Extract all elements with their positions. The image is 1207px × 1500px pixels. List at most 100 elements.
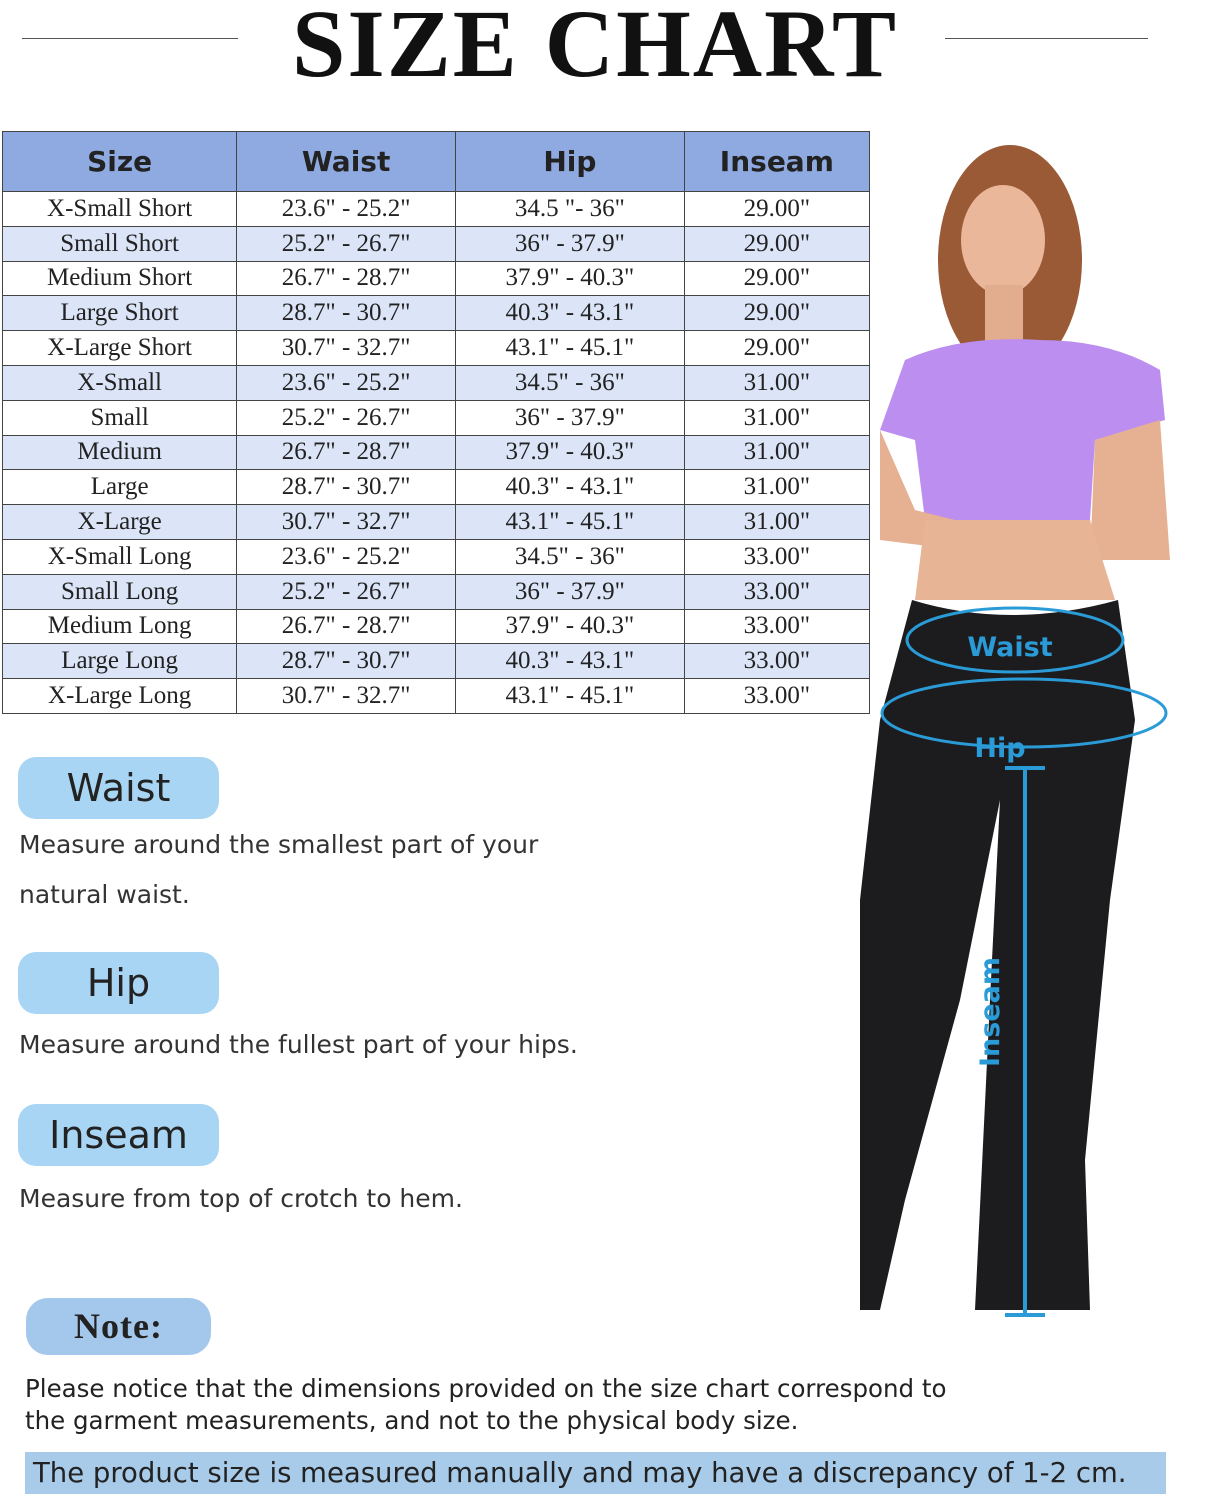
table-cell: 36" - 37.9" — [455, 399, 685, 436]
note-text: Please notice that the dimensions provid… — [25, 1374, 947, 1435]
model-figure: Waist Hip Inseam — [860, 145, 1170, 1317]
table-cell: Medium Short — [1, 260, 238, 297]
face — [961, 185, 1045, 295]
neck — [985, 285, 1023, 345]
table-cell: 29.00" — [683, 260, 871, 297]
table-cell: 40.3" - 43.1" — [455, 469, 685, 506]
table-cell: Medium Long — [1, 608, 238, 645]
table-cell: 29.00" — [683, 225, 871, 262]
table-cell: 31.00" — [683, 469, 871, 506]
section-text: Measure around the smallest part of your… — [19, 830, 539, 909]
table-row: X-Large Long 30.7" - 32.7" 43.1" - 45.1" 33… — [1, 678, 871, 714]
table-cell: 31.00" — [683, 504, 871, 540]
table-cell: 23.6" - 25.2" — [236, 191, 457, 227]
table-cell: 26.7" - 28.7" — [236, 260, 457, 297]
arm — [1090, 420, 1170, 560]
table-cell: 28.7" - 30.7" — [236, 643, 457, 680]
table-cell: Large — [1, 469, 238, 506]
table-row: Medium Long 26.7" - 28.7" 37.9" - 40.3" 33.… — [1, 608, 871, 645]
table-row: X-Small 23.6" - 25.2" 34.5" - 36" 31.00" — [1, 364, 871, 401]
table-cell: 25.2" - 26.7" — [236, 573, 457, 610]
table-cell: 30.7" - 32.7" — [236, 504, 457, 540]
title-rule — [945, 38, 1148, 39]
hip-ring — [880, 677, 1168, 749]
table-cell: 29.00" — [683, 191, 871, 227]
table-row: Large Short 28.7" - 30.7" 40.3" - 43.1" 29.… — [1, 295, 871, 332]
table-cell: X-Small Short — [1, 191, 238, 227]
table-cell: 37.9" - 40.3" — [455, 260, 685, 297]
table-cell: Large Long — [1, 643, 238, 680]
top — [880, 339, 1165, 520]
table-cell: 30.7" - 32.7" — [236, 330, 457, 366]
table-cell: 43.1" - 45.1" — [455, 678, 685, 714]
table-cell: 36" - 37.9" — [455, 573, 685, 610]
section-label: Waist — [18, 757, 219, 819]
section-text: Measure around the fullest part of your … — [19, 1030, 578, 1059]
section-label: Inseam — [18, 1104, 219, 1166]
table-cell: 33.00" — [683, 538, 871, 575]
table-cell: 28.7" - 30.7" — [236, 469, 457, 506]
table-cell: 34.5" - 36" — [455, 364, 685, 401]
table-row: Small Long 25.2" - 26.7" 36" - 37.9" 33.00" — [1, 573, 871, 610]
table-cell: 43.1" - 45.1" — [455, 330, 685, 366]
table-cell: 28.7" - 30.7" — [236, 295, 457, 332]
column-header: Waist — [236, 131, 457, 192]
table-cell: X-Small Long — [1, 538, 238, 575]
table-cell: 29.00" — [683, 330, 871, 366]
column-header: Inseam — [683, 131, 871, 192]
note-label: Note: — [26, 1298, 211, 1355]
column-header: Size — [1, 131, 238, 192]
section-text: Measure from top of crotch to hem. — [19, 1184, 463, 1213]
table-row: X-Small Short 23.6" - 25.2" 34.5 "- 36" 29.… — [1, 191, 871, 227]
table-cell: X-Large — [1, 504, 238, 540]
hip-label: Hip — [974, 733, 1025, 764]
table-row: Medium Short 26.7" - 28.7" 37.9" - 40.3" 29… — [1, 260, 871, 297]
table-cell: 33.00" — [683, 643, 871, 680]
table-cell: 43.1" - 45.1" — [455, 504, 685, 540]
table-cell: 29.00" — [683, 295, 871, 332]
table-cell: 31.00" — [683, 434, 871, 471]
title-rule — [22, 38, 238, 39]
table-cell: 37.9" - 40.3" — [455, 608, 685, 645]
table-cell: 34.5" - 36" — [455, 538, 685, 575]
table-cell: 23.6" - 25.2" — [236, 364, 457, 401]
table-row: Medium 26.7" - 28.7" 37.9" - 40.3" 31.00" — [1, 434, 871, 471]
table-cell: 25.2" - 26.7" — [236, 225, 457, 262]
note-highlight: The product size is measured manually an… — [25, 1452, 1166, 1494]
table-cell: 23.6" - 25.2" — [236, 538, 457, 575]
table-cell: 34.5 "- 36" — [455, 191, 685, 227]
pants — [860, 600, 1135, 1310]
table-cell: Medium — [1, 434, 238, 471]
table-row: X-Large Short 30.7" - 32.7" 43.1" - 45.1" 2… — [1, 330, 871, 366]
table-cell: 26.7" - 28.7" — [236, 608, 457, 645]
table-cell: 33.00" — [683, 678, 871, 714]
header-row: Size Waist Hip Inseam — [1, 131, 871, 192]
table-cell: Small — [1, 399, 238, 436]
table-cell: 37.9" - 40.3" — [455, 434, 685, 471]
section-label: Hip — [18, 952, 219, 1014]
table-row: X-Small Long 23.6" - 25.2" 34.5" - 36" 33.0… — [1, 538, 871, 575]
table-row: Small 25.2" - 26.7" 36" - 37.9" 31.00" — [1, 399, 871, 436]
table-cell: Small Short — [1, 225, 238, 262]
title: SIZE CHART — [291, 0, 899, 97]
table-cell: 26.7" - 28.7" — [236, 434, 457, 471]
table-cell: 36" - 37.9" — [455, 225, 685, 262]
table-row: Small Short 25.2" - 26.7" 36" - 37.9" 29.00… — [1, 225, 871, 262]
table-row: Large Long 28.7" - 30.7" 40.3" - 43.1" 33.0… — [1, 643, 871, 680]
table-cell: 33.00" — [683, 573, 871, 610]
size-table: Size Waist Hip Inseam X-Small Short 23.6" - 2… — [1, 131, 871, 714]
table-cell: 31.00" — [683, 364, 871, 401]
table-cell: Small Long — [1, 573, 238, 610]
waist-ring — [905, 606, 1125, 674]
table-row: X-Large 30.7" - 32.7" 43.1" - 45.1" 31.00" — [1, 504, 871, 540]
column-header: Hip — [455, 131, 685, 192]
table-cell: Large Short — [1, 295, 238, 332]
table-cell: X-Large Long — [1, 678, 238, 714]
table-cell: 33.00" — [683, 608, 871, 645]
table-cell: X-Small — [1, 364, 238, 401]
table-cell: 31.00" — [683, 399, 871, 436]
midriff — [915, 520, 1115, 600]
table-cell: X-Large Short — [1, 330, 238, 366]
table-row: Large 28.7" - 30.7" 40.3" - 43.1" 31.00" — [1, 469, 871, 506]
